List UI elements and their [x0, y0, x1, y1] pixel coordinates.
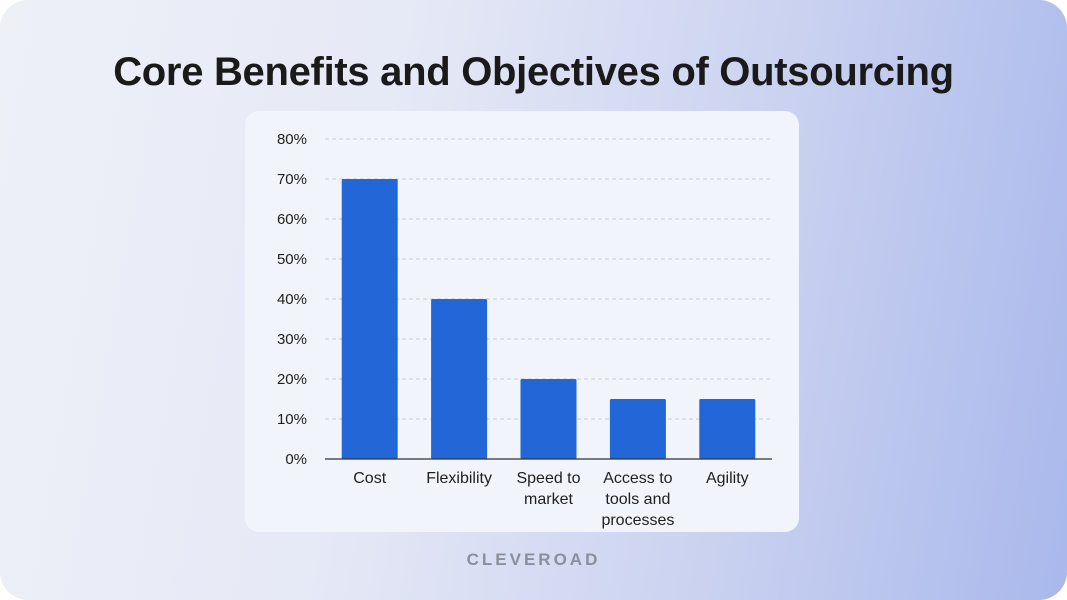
bar	[431, 299, 488, 459]
y-tick-label: 0%	[285, 451, 307, 468]
brand-logo-text: CLEVEROAD	[466, 550, 601, 569]
bar	[609, 399, 666, 459]
y-tick-label: 80%	[277, 131, 307, 148]
y-tick-label: 50%	[277, 251, 307, 268]
bar-chart: 0% 10% 20% 30% 40% 50% 60% 70% 80% Cost Flexibili…	[277, 131, 772, 529]
y-axis-ticks: 0% 10% 20% 30% 40% 50% 60% 70% 80%	[277, 131, 307, 468]
y-tick-label: 70%	[277, 171, 307, 188]
gridlines	[325, 138, 772, 420]
y-tick-label: 30%	[277, 331, 307, 348]
bars	[341, 179, 756, 459]
y-tick-label: 40%	[277, 291, 307, 308]
x-category-label: Flexibility	[426, 470, 492, 487]
x-category-label: Cost	[353, 470, 386, 487]
bar	[520, 379, 577, 459]
bar	[341, 179, 398, 459]
x-category-label: Speed to market	[516, 470, 580, 508]
chart-panel: 0% 10% 20% 30% 40% 50% 60% 70% 80% Cost Flexibili…	[245, 111, 799, 532]
x-axis-labels: Cost Flexibility Speed to market Access to to…	[353, 470, 748, 529]
y-tick-label: 10%	[277, 411, 307, 428]
chart-title: Core Benefits and Objectives of Outsourc…	[113, 50, 954, 94]
x-category-label: Access to tools and processes	[601, 470, 674, 529]
bar	[699, 399, 756, 459]
y-tick-label: 60%	[277, 211, 307, 228]
x-category-label: Agility	[706, 470, 749, 487]
y-tick-label: 20%	[277, 371, 307, 388]
